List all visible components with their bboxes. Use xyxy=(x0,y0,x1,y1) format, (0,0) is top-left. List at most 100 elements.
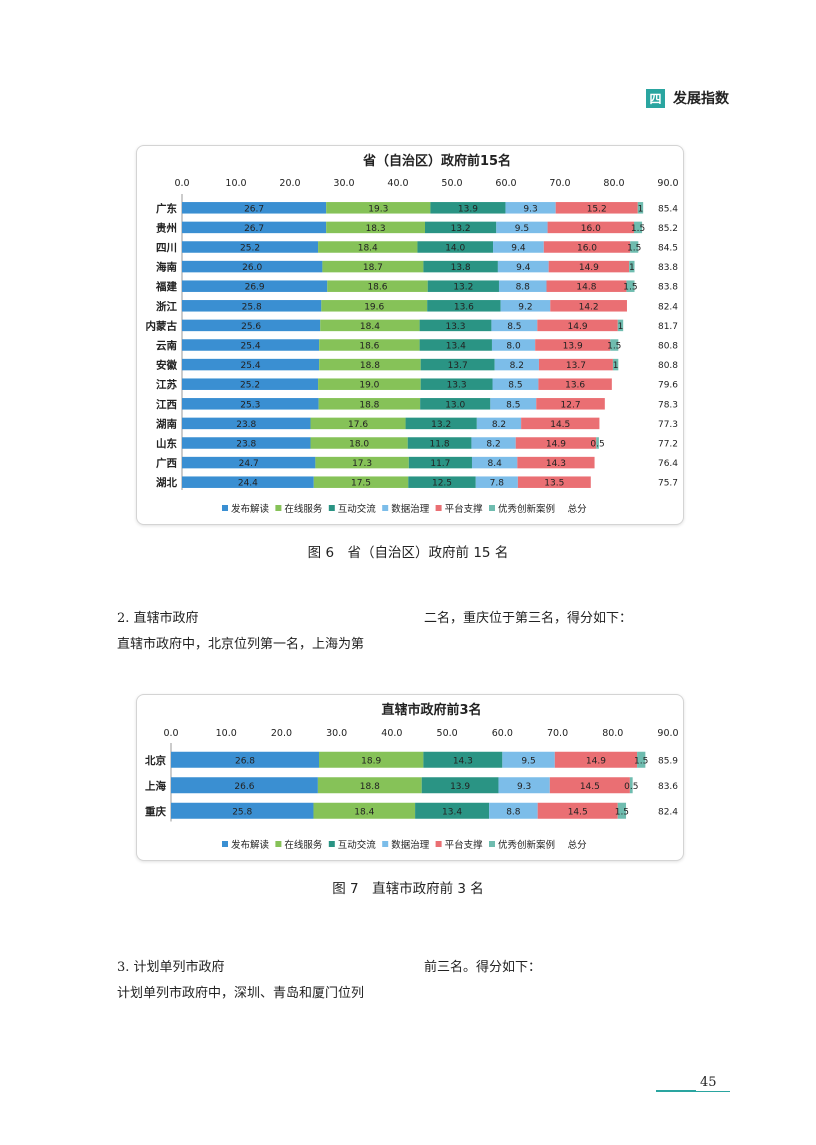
bar-segment xyxy=(310,437,408,449)
data-label: 17.6 xyxy=(348,420,368,430)
x-tick-label: 20.0 xyxy=(279,178,300,189)
x-tick-label: 80.0 xyxy=(603,178,624,189)
bar-segment xyxy=(491,319,538,332)
x-tick-label: 10.0 xyxy=(216,728,237,739)
data-label: 8.2 xyxy=(492,420,506,430)
x-tick-label: 30.0 xyxy=(326,728,347,739)
bar-segment xyxy=(182,202,327,214)
data-label: 9.3 xyxy=(523,204,537,214)
data-label: 18.4 xyxy=(360,322,380,332)
x-tick-label: 90.0 xyxy=(657,728,678,739)
data-label: 1.5 xyxy=(627,244,641,254)
data-label: 1 xyxy=(629,263,635,273)
bar-segment xyxy=(515,437,597,449)
bar-segment xyxy=(310,417,406,430)
total-label: 80.8 xyxy=(658,342,678,352)
bar-segment xyxy=(547,221,634,234)
bar-segment xyxy=(425,221,497,234)
data-label: 1.5 xyxy=(623,283,637,293)
data-label: 1.5 xyxy=(631,224,645,234)
bar-segment xyxy=(497,260,549,273)
bar-segment xyxy=(538,358,613,371)
data-label: 14.8 xyxy=(576,283,596,293)
data-label: 18.9 xyxy=(361,756,381,766)
legend-swatch xyxy=(435,841,442,847)
bar-segment xyxy=(626,280,635,292)
total-label: 79.6 xyxy=(658,381,678,391)
data-label: 14.5 xyxy=(550,420,570,430)
bar-segment xyxy=(517,476,591,488)
total-label: 81.7 xyxy=(658,322,678,332)
data-label: 9.5 xyxy=(521,756,535,766)
bar-segment xyxy=(471,437,516,449)
data-label: 1 xyxy=(618,322,624,332)
bar-segment xyxy=(549,777,630,794)
data-label: 25.2 xyxy=(240,381,260,391)
data-label: 17.3 xyxy=(352,459,372,469)
bar-segment xyxy=(476,417,522,430)
data-label: 16.0 xyxy=(577,244,597,254)
bar-segment xyxy=(617,319,624,332)
data-label: 9.3 xyxy=(517,782,531,792)
legend-label: 总分 xyxy=(568,503,588,515)
bar-segment xyxy=(420,378,493,390)
data-label: 25.8 xyxy=(232,807,252,817)
bar-segment xyxy=(498,280,547,292)
bar-segment xyxy=(313,802,416,819)
total-label: 82.4 xyxy=(658,807,678,817)
legend-label: 互动交流 xyxy=(338,839,377,851)
bar-segment xyxy=(182,300,322,312)
x-tick-label: 10.0 xyxy=(225,178,246,189)
bar-segment xyxy=(182,319,321,332)
section-3-line1: 计划单列市政府中，深圳、青岛和厦门位列 xyxy=(117,986,365,1001)
total-label: 80.8 xyxy=(658,361,678,371)
x-tick-label: 90.0 xyxy=(657,178,678,189)
section-2-line1: 直辖市政府中，北京位列第一名，上海为第 xyxy=(117,637,365,652)
data-label: 1.5 xyxy=(607,342,621,352)
x-tick-label: 70.0 xyxy=(549,178,570,189)
bar-segment xyxy=(554,751,638,768)
total-label: 82.4 xyxy=(658,302,678,312)
category-label: 重庆 xyxy=(145,805,166,818)
section-3-col2: 前三名。得分如下： xyxy=(424,960,542,975)
bar-segment xyxy=(319,339,420,351)
data-label: 18.8 xyxy=(360,782,380,792)
x-tick-label: 20.0 xyxy=(271,728,292,739)
data-label: 18.4 xyxy=(354,807,374,817)
data-label: 18.6 xyxy=(359,342,379,352)
total-label: 84.5 xyxy=(658,244,678,254)
legend-swatch xyxy=(489,841,495,847)
legend-swatch xyxy=(275,841,282,847)
bar-segment xyxy=(629,777,633,794)
total-label: 83.6 xyxy=(658,782,678,792)
data-label: 13.2 xyxy=(431,420,451,430)
data-label: 13.6 xyxy=(454,302,474,312)
data-label: 18.7 xyxy=(363,263,383,273)
data-label: 1 xyxy=(638,204,644,214)
bar-segment xyxy=(543,241,631,253)
bar-segment xyxy=(494,358,539,371)
data-label: 12.7 xyxy=(561,400,581,410)
bar-segment xyxy=(555,202,638,214)
data-label: 9.4 xyxy=(511,244,526,254)
legend-label: 互动交流 xyxy=(338,503,377,515)
bar-segment xyxy=(407,437,472,449)
x-tick-label: 50.0 xyxy=(437,728,458,739)
bar-segment xyxy=(318,241,418,253)
x-tick-label: 70.0 xyxy=(547,728,568,739)
bar-segment xyxy=(171,777,318,794)
bar-segment xyxy=(489,802,538,819)
bar-segment xyxy=(421,777,499,794)
total-label: 75.7 xyxy=(658,479,678,489)
bar-segment xyxy=(318,378,421,390)
data-label: 26.7 xyxy=(244,224,264,234)
data-label: 15.2 xyxy=(587,204,607,214)
data-label: 23.8 xyxy=(236,420,256,430)
legend-label: 数据治理 xyxy=(391,503,430,515)
data-label: 25.8 xyxy=(242,302,262,312)
bar-segment xyxy=(182,241,319,253)
category-label: 安徽 xyxy=(156,359,177,372)
bar-segment xyxy=(417,241,494,253)
data-label: 14.9 xyxy=(546,440,566,450)
bar-segment xyxy=(322,260,424,273)
